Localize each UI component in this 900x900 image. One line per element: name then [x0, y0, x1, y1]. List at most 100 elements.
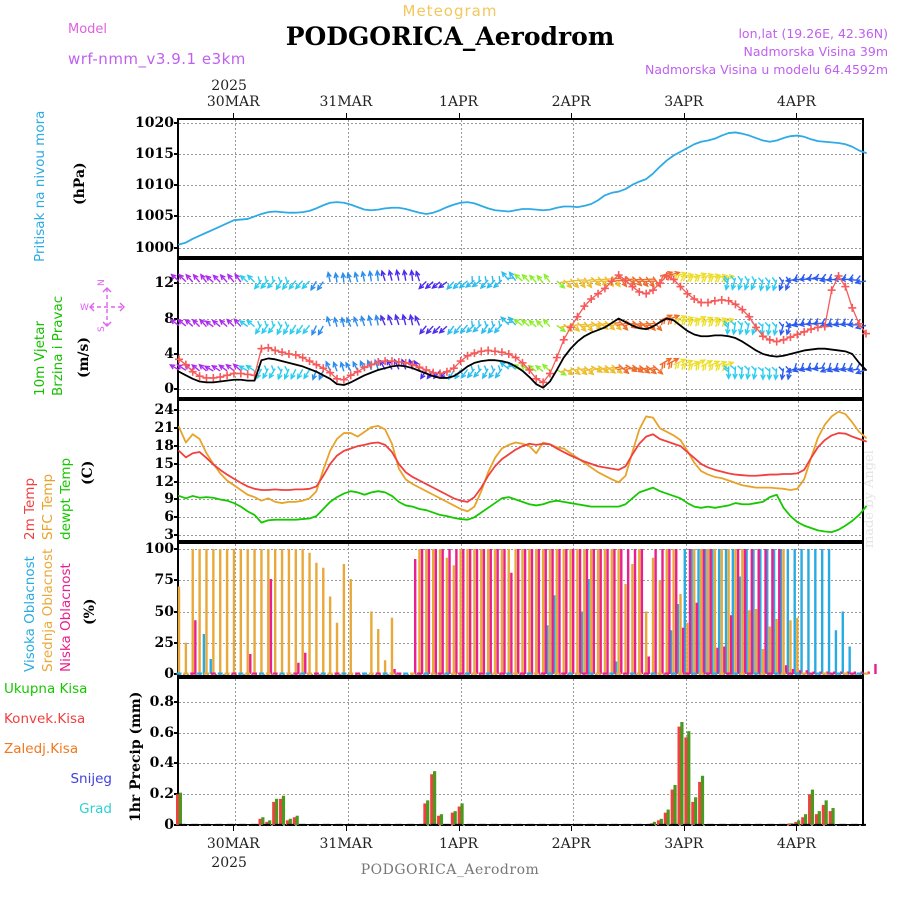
cloud-low-bar: [675, 549, 678, 674]
wind-gust-marker: [442, 367, 451, 376]
cloud-low-bar: [269, 579, 273, 674]
cloud-high-bar: [553, 595, 556, 674]
temp-legend-sfc: SFC Temp: [40, 473, 56, 540]
cloud-low-bar: [757, 549, 760, 674]
y-axis-tick-label: 4: [164, 346, 174, 362]
cloud-zero-baseline-dash: [258, 672, 264, 675]
horizontal-gridline: [179, 642, 862, 644]
precip-total-bar: [439, 814, 444, 825]
cloud-zero-baseline-dash: [471, 672, 477, 675]
cloud-cover-panel[interactable]: 0 25 50 75 100: [145, 541, 877, 682]
cloud-mid-bar: [699, 549, 703, 674]
wind-barb: [528, 274, 537, 283]
footer-station-name: PODGORICA_Aerodrom: [360, 862, 540, 878]
vertical-gridline: [573, 679, 575, 824]
temperature-plot-area: [178, 410, 867, 534]
precip-total-bar: [824, 800, 828, 825]
model-name: wrf-nmm_v3.9.1 e3km: [68, 50, 246, 68]
cloud-zero-baseline-dash: [664, 672, 670, 675]
cloud-zero-baseline-dash: [746, 672, 752, 675]
cloud-low-bar: [304, 652, 307, 674]
y-axis-tick-label: 6: [164, 509, 174, 526]
bottom-date-tickmark: [233, 826, 235, 831]
cloud-zero-baseline-dash: [403, 672, 409, 675]
cloud-low-bar: [578, 549, 582, 674]
cloud-low-bar: [482, 549, 486, 674]
bottom-date-tick: 31MAR: [319, 836, 373, 852]
wind-gust-marker: [717, 295, 726, 304]
y-axis-tickmark: [174, 409, 179, 412]
precip-convective-bar: [698, 781, 702, 825]
y-axis-tick-label: 3: [164, 527, 174, 544]
y-axis-tick-label: 15: [154, 455, 174, 472]
wind-gust-marker: [559, 335, 568, 344]
cloud-mid-bar: [796, 617, 799, 674]
precip-convective-bar: [691, 801, 695, 825]
cloud-low-bar: [249, 654, 252, 674]
cloud-mid-bar: [390, 617, 394, 674]
cloud-zero-baseline-dash: [561, 672, 567, 675]
wind-barb: [260, 275, 269, 290]
cloud-mid-bar: [191, 549, 194, 674]
wind-barb: [325, 315, 332, 327]
wind-mean-speed-line: [178, 317, 867, 389]
cloud-mid-bar: [445, 557, 449, 674]
compass-n-label: N: [97, 279, 107, 286]
cloud-zero-baseline-dash: [355, 672, 361, 675]
wind-barb: [543, 273, 551, 283]
cloud-mid-bar: [569, 549, 572, 674]
cloud-zero-baseline-dash: [176, 672, 182, 675]
wind-gust-marker: [820, 322, 829, 331]
wind-gust-marker: [381, 357, 390, 366]
wind-barb: [722, 275, 730, 291]
vertical-gridline: [460, 401, 462, 540]
cloud-mid-bar: [308, 552, 311, 674]
wind-barb: [723, 320, 731, 336]
cloud-low-bar: [606, 549, 609, 674]
wind-barb: [185, 273, 194, 283]
precip-legend-hail: Grad: [79, 801, 112, 817]
wind-gust-marker: [594, 289, 603, 298]
cloud-mid-bar: [693, 549, 696, 674]
cloud-zero-baseline-dash: [478, 672, 484, 675]
y-axis-tickmark: [174, 480, 179, 483]
wind-barb: [573, 277, 586, 289]
cloud-mid-bar: [425, 549, 428, 674]
pressure-panel[interactable]: 1000 1005 1010 1015 1020: [135, 115, 867, 258]
y-axis-tick-label: 9: [164, 491, 174, 508]
wind-barb: [536, 274, 544, 284]
precipitation-panel[interactable]: 0 0.2 0.4 0.6 0.8: [150, 677, 866, 833]
cloud-low-bar: [839, 671, 843, 674]
precip-total-bar: [261, 817, 265, 825]
wind-panel[interactable]: 0 4 8 12: [155, 258, 870, 399]
cloud-zero-baseline-dash: [423, 672, 429, 675]
wind-barb: [276, 321, 283, 336]
temperature-panel[interactable]: 3 6 9 12 15 18 21 24: [155, 399, 867, 543]
cloud-mid-bar: [658, 580, 662, 674]
wind-barb: [771, 277, 778, 292]
wind-gust-marker: [573, 312, 582, 321]
horizontal-gridline: [179, 318, 862, 320]
wind-barb: [608, 364, 623, 375]
y-axis-tickmark: [174, 731, 179, 734]
wind-barb: [283, 321, 290, 336]
cloud-high-bar: [848, 646, 851, 674]
horizontal-gridline: [179, 185, 862, 187]
precip-convective-bar: [292, 817, 296, 825]
cloud-high-bar: [614, 661, 618, 674]
wind-barb: [452, 280, 462, 290]
wind-barb: [642, 276, 655, 288]
y-axis-tick-label: 1005: [135, 208, 174, 225]
cloud-high-bar: [669, 630, 673, 674]
cloud-low-bar: [812, 671, 815, 674]
cloud-mid-bar: [713, 549, 717, 674]
y-axis-tick-label: 1020: [135, 115, 174, 132]
cloud-low-bar: [647, 656, 650, 674]
cloud-zero-baseline-dash: [767, 672, 773, 675]
cloud-zero-baseline-dash: [829, 672, 835, 675]
wind-barb: [566, 367, 582, 376]
wind-barb: [290, 368, 297, 381]
wind-gust-marker: [504, 350, 513, 358]
y-axis-tick-label: 12: [154, 473, 174, 490]
cloud-zero-baseline-dash: [410, 672, 416, 675]
